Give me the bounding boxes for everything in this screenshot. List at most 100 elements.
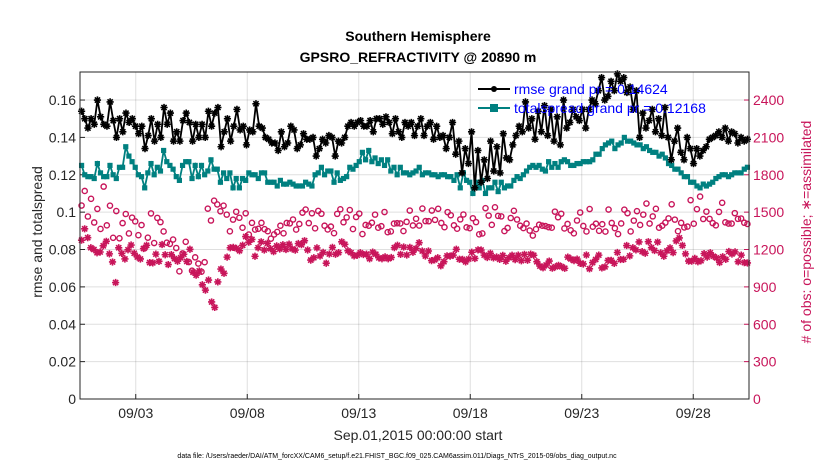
series-assimilated-point-167 <box>595 251 603 259</box>
series-possible-point-176 <box>633 207 641 215</box>
series-spread-point-137 <box>511 177 517 183</box>
legend-spread-marker <box>490 104 498 112</box>
y-left-tick-label-3: 0.06 <box>49 279 76 295</box>
y-right-tick-label-1: 300 <box>753 354 777 370</box>
series-rmse-point-165 <box>601 96 609 104</box>
series-assimilated-point-140 <box>511 256 519 264</box>
series-possible-point-67 <box>289 216 297 223</box>
series-assimilated-point-75 <box>310 254 318 262</box>
series-assimilated-point-212 <box>734 258 742 266</box>
series-spread-point-77 <box>321 172 328 178</box>
series-rmse-point-156 <box>572 113 580 121</box>
series-spread-point-178 <box>640 146 646 152</box>
series-spread-point-126 <box>476 185 482 191</box>
series-assimilated-point-59 <box>260 246 268 254</box>
series-assimilated-point-169 <box>601 263 609 271</box>
series-rmse-point-44 <box>217 143 225 151</box>
series-rmse-point-86 <box>350 122 358 130</box>
series-possible-point-100 <box>393 219 401 227</box>
series-spread-point-71 <box>303 179 309 185</box>
y-right-tick-label-4: 1200 <box>753 242 784 258</box>
series-spread-point-109 <box>422 170 429 176</box>
series-spread-point-116 <box>445 174 451 180</box>
series-rmse-point-78 <box>325 131 333 140</box>
series-rmse-point-161 <box>588 96 596 104</box>
y-left-tick-label-2: 0.04 <box>49 316 76 332</box>
series-possible-point-55 <box>251 226 259 233</box>
series-spread-point-98 <box>388 168 394 174</box>
series-possible-point-201 <box>712 222 720 229</box>
series-possible-point-211 <box>744 220 751 228</box>
series-rmse-point-52 <box>242 141 251 149</box>
series-rmse-point-107 <box>417 115 425 123</box>
series-assimilated-point-11 <box>112 278 120 287</box>
series-spread-point-147 <box>542 168 549 174</box>
series-spread-point-164 <box>596 151 602 157</box>
series-possible-point-167 <box>605 206 612 213</box>
series-possible-point-83 <box>340 218 347 226</box>
series-spread-point-191 <box>681 174 687 180</box>
series-spread-point-59 <box>265 179 271 185</box>
series-rmse-point-8 <box>103 122 111 130</box>
series-spread-point-41 <box>208 157 214 163</box>
series-assimilated-point-20 <box>139 244 148 253</box>
series-assimilated-point-55 <box>248 235 256 244</box>
series-spread-point-113 <box>435 174 441 180</box>
series-rmse-point-31 <box>176 137 184 145</box>
series-spread-point-5 <box>94 160 100 167</box>
series-possible-point-114 <box>438 219 445 227</box>
series-assimilated-point-208 <box>722 255 730 263</box>
series-rmse-point-43 <box>214 103 222 112</box>
series-assimilated-point-84 <box>338 238 346 246</box>
series-assimilated-point-213 <box>737 251 745 259</box>
series-rmse-point-199 <box>708 133 717 141</box>
series-assimilated-point-101 <box>390 244 398 252</box>
series-rmse-point-24 <box>154 120 162 128</box>
series-assimilated-point-105 <box>403 251 411 259</box>
y-right-tick-label-7: 2100 <box>753 129 784 145</box>
series-rmse-point-61 <box>271 139 279 147</box>
series-rmse-point-110 <box>426 118 434 127</box>
series-assimilated-point-27 <box>161 251 169 259</box>
series-assimilated-point-145 <box>527 250 535 258</box>
series-assimilated-point-1 <box>81 225 89 233</box>
series-spread-point-51 <box>239 175 246 182</box>
series-spread-point-175 <box>631 140 637 146</box>
series-rmse-point-33 <box>182 109 190 117</box>
series-rmse-point-19 <box>138 122 146 130</box>
series-rmse-point-137 <box>512 131 520 140</box>
series-spread-point-65 <box>284 181 290 187</box>
series-possible-point-68 <box>292 226 300 233</box>
series-spread-point-11 <box>113 175 119 182</box>
series-assimilated-point-190 <box>666 244 674 252</box>
series-spread-point-7 <box>101 174 107 180</box>
series-rmse-point-167 <box>607 77 615 85</box>
series-rmse-point-135 <box>506 156 514 164</box>
series-rmse-point-204 <box>724 137 732 145</box>
series-possible-point-99 <box>390 220 398 227</box>
series-possible-point-194 <box>690 220 698 228</box>
series-possible-point-50 <box>236 214 243 222</box>
series-assimilated-point-7 <box>99 242 107 250</box>
series-rmse-point-29 <box>169 137 178 145</box>
series-rmse-point-27 <box>163 120 171 128</box>
x-tick-label-3: 09/18 <box>453 405 488 421</box>
series-spread-point-192 <box>684 174 691 180</box>
series-assimilated-point-36 <box>189 268 197 276</box>
series-assimilated-point-162 <box>579 260 587 268</box>
series-spread-point-88 <box>356 159 362 165</box>
y-right-tick-label-6: 1800 <box>753 167 784 183</box>
series-rmse-point-55 <box>252 100 260 108</box>
series-possible-point-148 <box>545 223 552 231</box>
series-rmse-point-142 <box>528 115 536 123</box>
series-rmse-point-201 <box>715 128 723 136</box>
series-spread-point-183 <box>656 153 662 159</box>
series-spread-point-83 <box>340 175 347 182</box>
series-rmse-point-87 <box>353 118 362 127</box>
series-spread <box>78 134 751 197</box>
series-spread-point-32 <box>179 162 186 169</box>
series-rmse-point-4 <box>90 120 98 128</box>
series-spread-point-135 <box>504 183 511 189</box>
series-possible-point-26 <box>160 228 167 235</box>
